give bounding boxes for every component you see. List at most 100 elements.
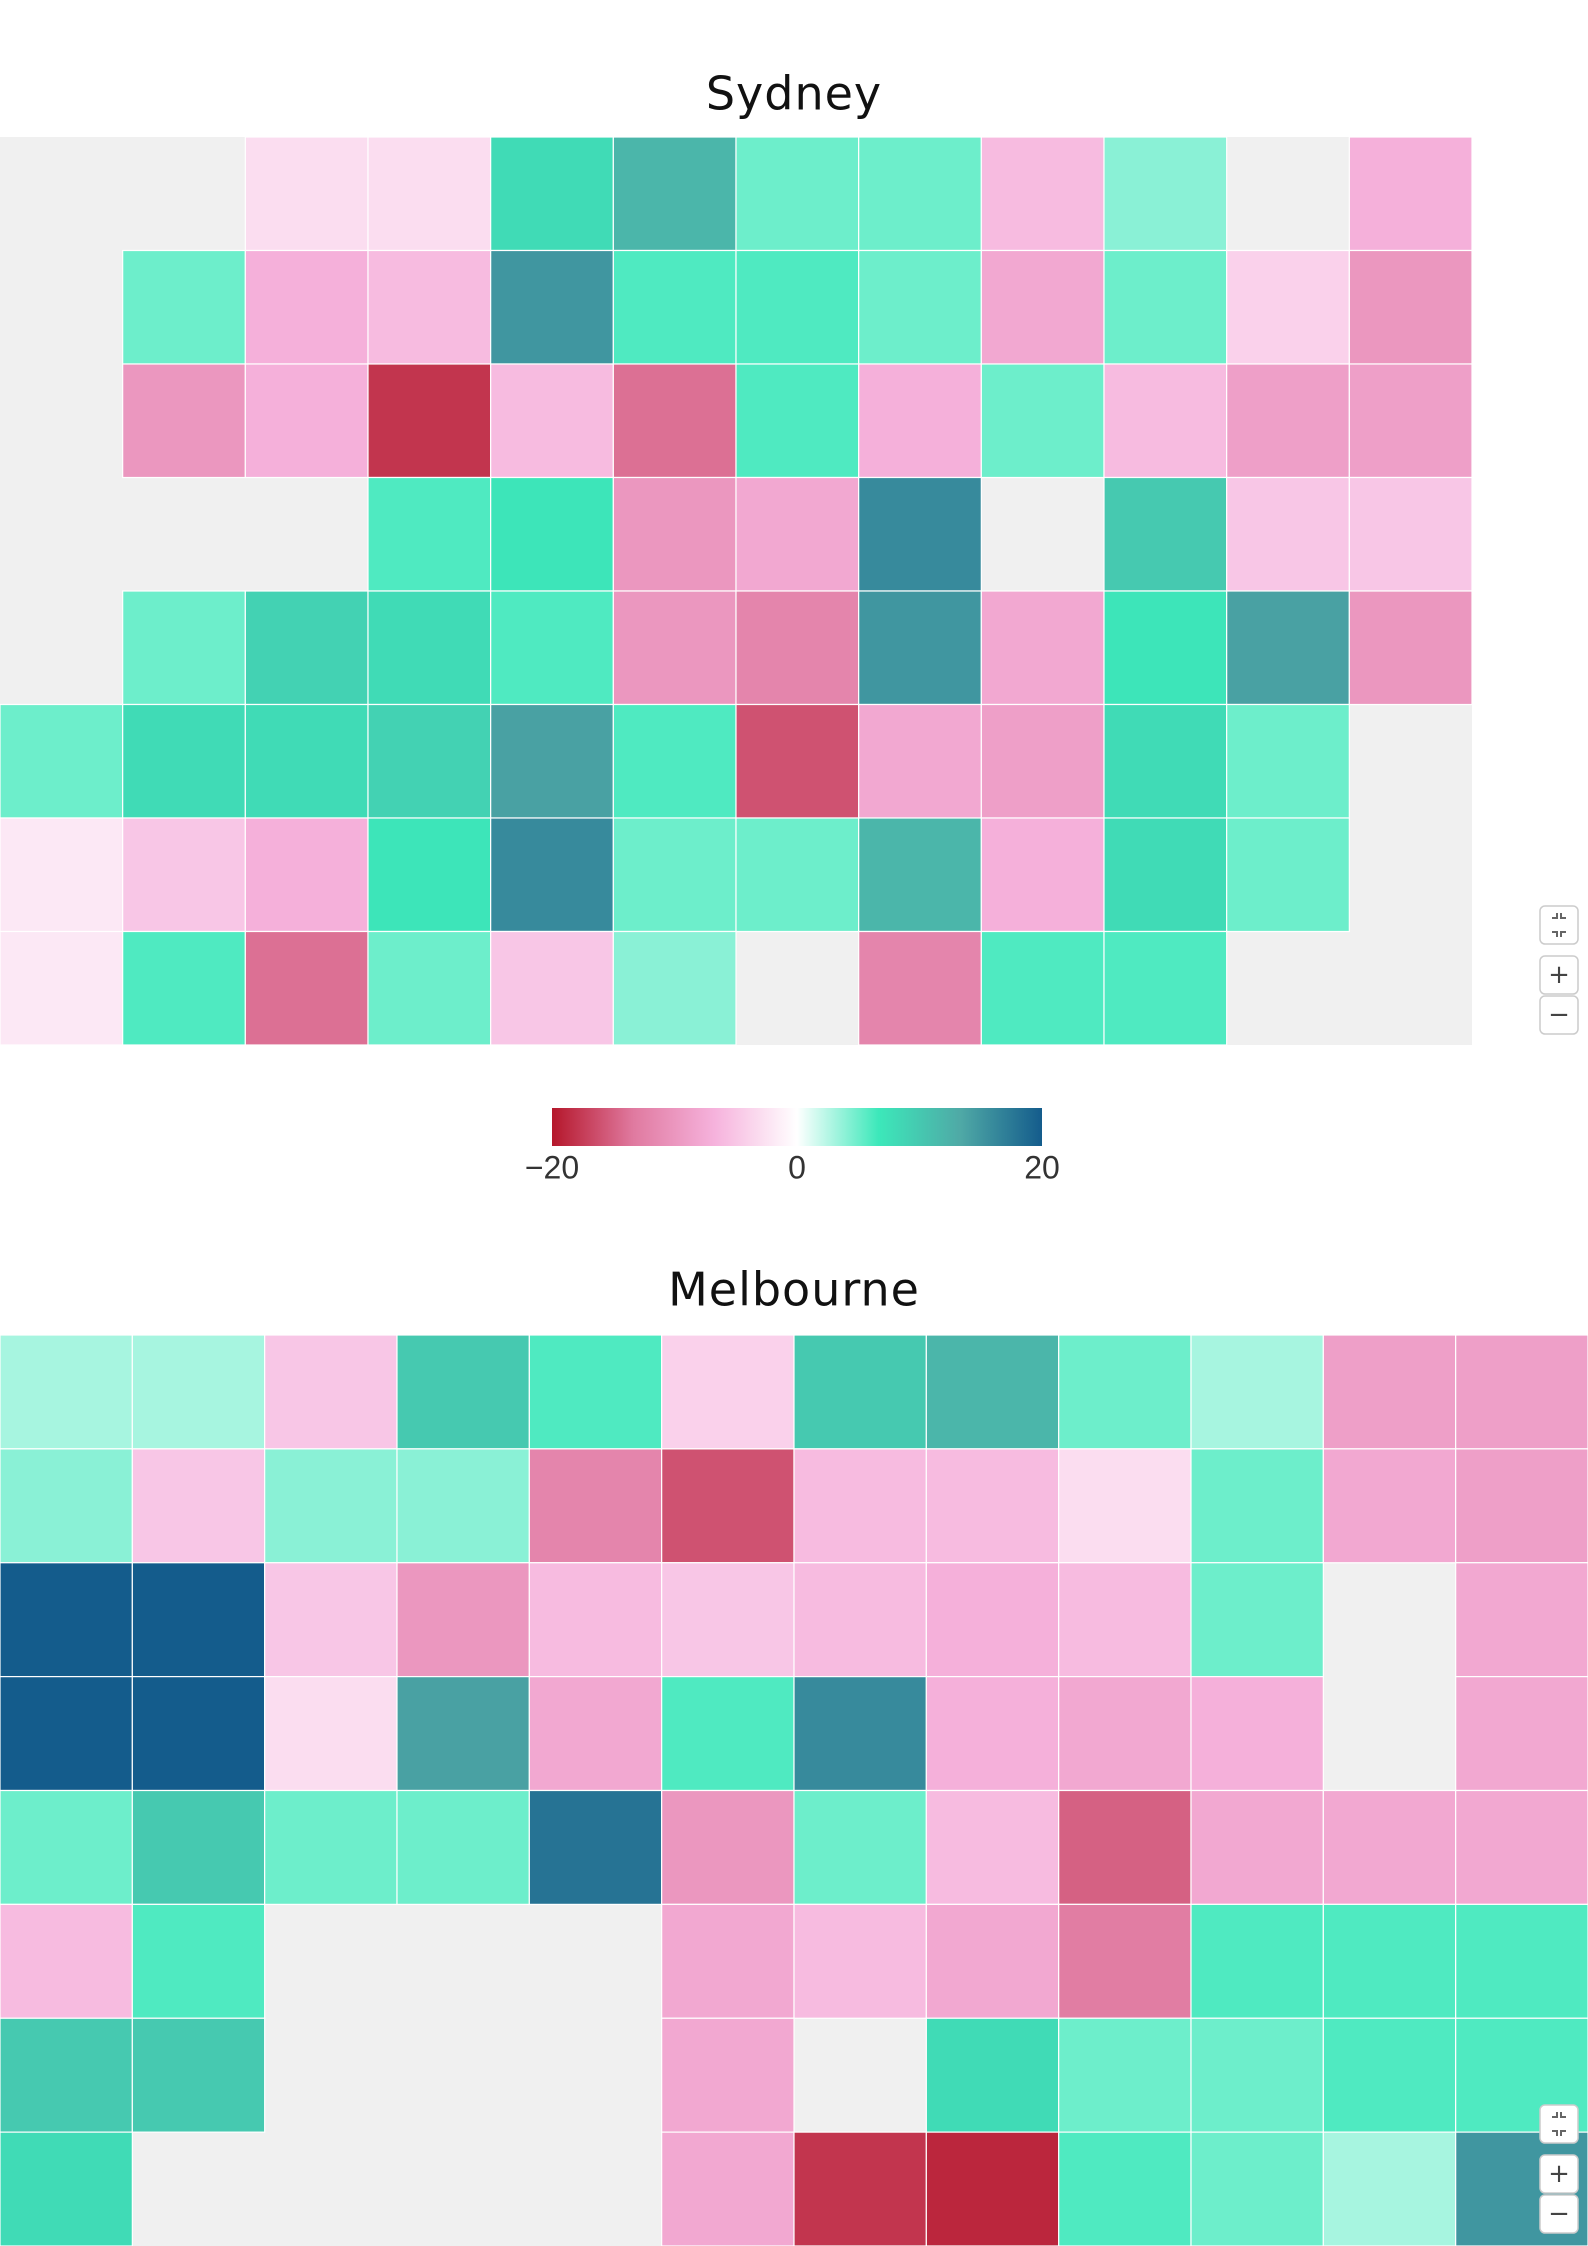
fit-button[interactable] (1539, 2104, 1579, 2144)
region (612, 363, 737, 479)
fit-button[interactable] (1539, 905, 1579, 945)
region (858, 590, 982, 706)
region (1348, 590, 1473, 706)
region (612, 136, 737, 252)
region (122, 703, 246, 819)
region (980, 817, 1105, 933)
region (0, 1334, 133, 1450)
zoom-in-label: + (1548, 2159, 1570, 2189)
region (980, 363, 1105, 479)
region (661, 1789, 795, 1905)
region (264, 1789, 398, 1905)
region (396, 1562, 530, 1678)
region (1103, 136, 1228, 252)
region (0, 1676, 133, 1792)
zoom-out-label: − (1548, 2199, 1570, 2229)
zoom-in-button[interactable] (1539, 2154, 1579, 2194)
region (244, 249, 369, 365)
region (661, 2017, 795, 2133)
region (367, 363, 492, 479)
region (122, 930, 246, 1046)
legend-tick-label: 0 (788, 1149, 806, 1185)
region (612, 249, 737, 365)
region (612, 817, 737, 933)
region (661, 2131, 795, 2246)
region (858, 703, 982, 819)
region (131, 1903, 266, 2019)
region (396, 1448, 530, 1564)
region (131, 1448, 266, 1564)
region (1348, 136, 1473, 252)
region (396, 1676, 530, 1792)
region (131, 1789, 266, 1905)
region (1190, 2131, 1324, 2246)
region (131, 1562, 266, 1678)
region (1322, 2017, 1457, 2133)
region (1190, 1903, 1324, 2019)
zoom-controls: +− (1539, 2104, 1579, 2234)
region (264, 1562, 398, 1678)
region (490, 703, 614, 819)
zoom-out-button[interactable] (1539, 2194, 1579, 2234)
region (490, 930, 614, 1046)
region (367, 590, 492, 706)
region (1322, 1334, 1457, 1450)
region (0, 1562, 133, 1678)
region (858, 363, 982, 479)
region (367, 136, 492, 252)
region (122, 817, 246, 933)
region (528, 1334, 663, 1450)
region (925, 2131, 1060, 2246)
map-title: Sydney (706, 67, 882, 121)
zoom-in-label: + (1548, 960, 1570, 990)
region (1226, 590, 1350, 706)
region (1455, 1562, 1588, 1678)
zoom-in-button[interactable] (1539, 955, 1579, 995)
region (1455, 1789, 1588, 1905)
zoom-out-button[interactable] (1539, 995, 1579, 1035)
region (661, 1448, 795, 1564)
region (1348, 363, 1473, 479)
region (1058, 1562, 1192, 1678)
region (1103, 249, 1228, 365)
region (925, 1789, 1060, 1905)
region (925, 2017, 1060, 2133)
region (1190, 1676, 1324, 1792)
region (0, 1448, 133, 1564)
region (735, 703, 860, 819)
region (1226, 703, 1350, 819)
region (735, 476, 860, 592)
region (490, 817, 614, 933)
fit-icon (1552, 2112, 1566, 2136)
region (122, 249, 246, 365)
region (980, 249, 1105, 365)
region (612, 476, 737, 592)
region (367, 249, 492, 365)
region (1190, 1334, 1324, 1450)
region (131, 1334, 266, 1450)
region (735, 817, 860, 933)
region (528, 1676, 663, 1792)
region (1190, 1448, 1324, 1564)
region (244, 363, 369, 479)
region (0, 930, 124, 1046)
region (1455, 1903, 1588, 2019)
region (980, 136, 1105, 252)
region (1322, 2131, 1457, 2246)
region (1058, 2017, 1192, 2133)
region (661, 1676, 795, 1792)
region (793, 1903, 927, 2019)
region (244, 930, 369, 1046)
region (367, 817, 492, 933)
region (1058, 1334, 1192, 1450)
region (122, 590, 246, 706)
fit-icon (1552, 913, 1566, 937)
region (1455, 1676, 1588, 1792)
region (367, 476, 492, 592)
region (0, 1903, 133, 2019)
region (264, 1334, 398, 1450)
region (858, 136, 982, 252)
region (490, 363, 614, 479)
region (980, 703, 1105, 819)
